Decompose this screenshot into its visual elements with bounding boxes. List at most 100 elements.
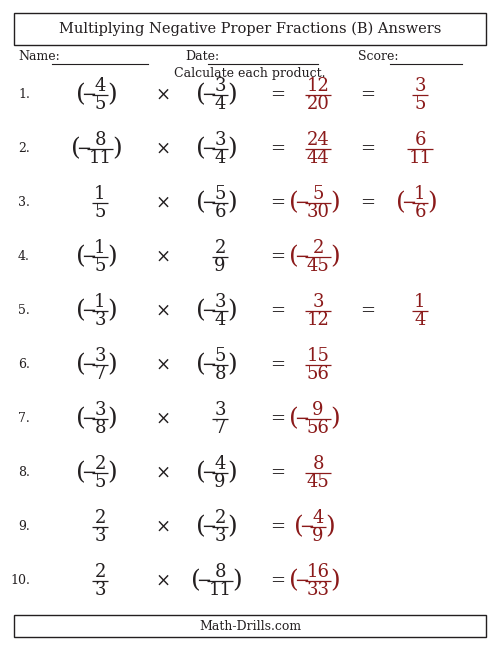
- Text: 11: 11: [208, 582, 232, 599]
- Text: (: (: [76, 83, 86, 107]
- Text: ×: ×: [156, 140, 170, 158]
- Text: Math-Drills.com: Math-Drills.com: [199, 619, 301, 633]
- Text: 4: 4: [414, 311, 426, 329]
- Text: (: (: [289, 192, 299, 215]
- Text: 2: 2: [214, 239, 226, 257]
- Text: 1: 1: [94, 239, 106, 257]
- Text: ×: ×: [156, 464, 170, 482]
- Text: 5: 5: [94, 474, 106, 491]
- Text: 5: 5: [214, 184, 226, 203]
- Text: (: (: [196, 300, 205, 322]
- Text: −: −: [201, 302, 216, 320]
- Text: (: (: [196, 192, 205, 215]
- Text: 3: 3: [312, 292, 324, 311]
- Text: (: (: [76, 408, 86, 430]
- Text: ): ): [227, 192, 237, 215]
- Text: ): ): [107, 408, 117, 430]
- Text: 2: 2: [94, 455, 106, 473]
- Text: 5: 5: [312, 184, 324, 203]
- Text: 2.: 2.: [18, 142, 30, 155]
- Text: 1: 1: [414, 292, 426, 311]
- Text: (: (: [196, 516, 205, 538]
- Text: (: (: [196, 353, 205, 377]
- Text: 3: 3: [214, 131, 226, 149]
- Text: 6: 6: [414, 131, 426, 149]
- Text: 2: 2: [94, 509, 106, 527]
- Text: 7: 7: [94, 366, 106, 384]
- Text: 7: 7: [214, 419, 226, 437]
- Text: (: (: [289, 408, 299, 430]
- Text: 2: 2: [214, 509, 226, 527]
- Text: 3: 3: [94, 311, 106, 329]
- Text: ): ): [107, 461, 117, 485]
- Text: 3: 3: [94, 400, 106, 419]
- Text: ): ): [227, 353, 237, 377]
- Text: 33: 33: [306, 582, 330, 599]
- Text: =: =: [270, 140, 285, 158]
- Text: 5: 5: [414, 95, 426, 113]
- Text: −: −: [294, 248, 309, 266]
- Text: 10.: 10.: [10, 575, 30, 587]
- Text: ): ): [325, 516, 335, 538]
- Text: 6.: 6.: [18, 358, 30, 371]
- Text: −: −: [201, 518, 216, 536]
- Text: 3: 3: [94, 347, 106, 365]
- Text: −: −: [201, 356, 216, 374]
- Text: ): ): [227, 516, 237, 538]
- Text: 5: 5: [214, 347, 226, 365]
- Text: ): ): [330, 408, 340, 430]
- Text: −: −: [201, 464, 216, 482]
- Text: =: =: [270, 302, 285, 320]
- Text: 3: 3: [214, 76, 226, 94]
- Text: 11: 11: [408, 149, 432, 168]
- Text: 3: 3: [214, 527, 226, 545]
- Text: 3: 3: [94, 527, 106, 545]
- Text: ): ): [227, 461, 237, 485]
- Text: Score:: Score:: [358, 50, 399, 63]
- Text: Multiplying Negative Proper Fractions (B) Answers: Multiplying Negative Proper Fractions (B…: [59, 22, 441, 36]
- Text: =: =: [270, 518, 285, 536]
- Text: (: (: [396, 192, 406, 215]
- Text: 5: 5: [94, 203, 106, 221]
- Text: 3: 3: [214, 400, 226, 419]
- Text: ×: ×: [156, 356, 170, 374]
- Text: 3: 3: [94, 582, 106, 599]
- Text: ×: ×: [156, 410, 170, 428]
- Text: =: =: [360, 302, 376, 320]
- Text: 8: 8: [94, 419, 106, 437]
- Text: ×: ×: [156, 518, 170, 536]
- Text: 12: 12: [306, 76, 330, 94]
- Text: −: −: [201, 194, 216, 212]
- Text: −: −: [201, 140, 216, 158]
- Text: (: (: [191, 569, 201, 593]
- Text: =: =: [270, 194, 285, 212]
- Text: ×: ×: [156, 248, 170, 266]
- Text: 9.: 9.: [18, 520, 30, 534]
- Text: =: =: [360, 140, 376, 158]
- Text: 8: 8: [312, 455, 324, 473]
- Text: −: −: [201, 86, 216, 104]
- Text: 5: 5: [94, 258, 106, 276]
- Text: ): ): [107, 300, 117, 322]
- Text: =: =: [270, 572, 285, 590]
- Text: 8.: 8.: [18, 466, 30, 479]
- Text: (: (: [289, 569, 299, 593]
- Text: 56: 56: [306, 366, 330, 384]
- Text: 4: 4: [214, 455, 226, 473]
- Text: 11: 11: [88, 149, 112, 168]
- Text: 5.: 5.: [18, 305, 30, 318]
- Text: (: (: [76, 300, 86, 322]
- Text: (: (: [76, 461, 86, 485]
- Text: 45: 45: [306, 258, 330, 276]
- Text: =: =: [270, 86, 285, 104]
- Text: =: =: [270, 410, 285, 428]
- Text: ): ): [227, 83, 237, 107]
- Text: 4: 4: [94, 76, 106, 94]
- Text: (: (: [289, 245, 299, 269]
- Text: 1: 1: [414, 184, 426, 203]
- Text: Calculate each product.: Calculate each product.: [174, 67, 326, 80]
- Text: 6: 6: [214, 203, 226, 221]
- Text: ): ): [427, 192, 437, 215]
- Text: ): ): [107, 83, 117, 107]
- Text: −: −: [294, 194, 309, 212]
